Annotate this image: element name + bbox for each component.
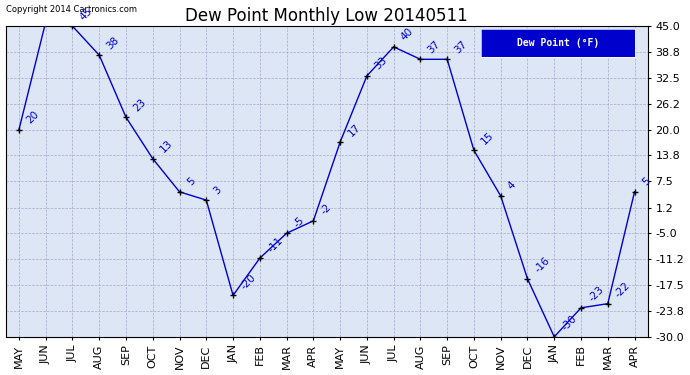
Text: 20: 20	[24, 109, 41, 126]
Text: -2: -2	[319, 202, 333, 217]
Text: 23: 23	[132, 97, 148, 113]
Text: 33: 33	[373, 55, 389, 72]
Text: 17: 17	[346, 122, 362, 138]
Text: 38: 38	[105, 34, 121, 51]
Text: 37: 37	[426, 39, 442, 55]
Text: 37: 37	[453, 39, 469, 55]
Text: 45: 45	[78, 6, 95, 22]
Text: 5: 5	[185, 176, 197, 188]
Text: 46: 46	[0, 374, 1, 375]
Text: -20: -20	[239, 272, 257, 291]
Text: 5: 5	[640, 176, 652, 188]
Text: -30: -30	[560, 314, 579, 333]
Text: -11: -11	[266, 235, 284, 254]
Text: 13: 13	[158, 138, 175, 154]
Text: 3: 3	[212, 184, 224, 196]
Text: -16: -16	[533, 255, 552, 274]
Title: Dew Point Monthly Low 20140511: Dew Point Monthly Low 20140511	[186, 7, 468, 25]
Text: 15: 15	[480, 130, 496, 146]
Text: Copyright 2014 Cartronics.com: Copyright 2014 Cartronics.com	[6, 5, 137, 14]
Text: -22: -22	[613, 280, 633, 300]
Text: -23: -23	[586, 285, 606, 304]
Text: -5: -5	[292, 214, 306, 229]
Text: 4: 4	[506, 180, 518, 192]
Text: 40: 40	[400, 26, 415, 43]
